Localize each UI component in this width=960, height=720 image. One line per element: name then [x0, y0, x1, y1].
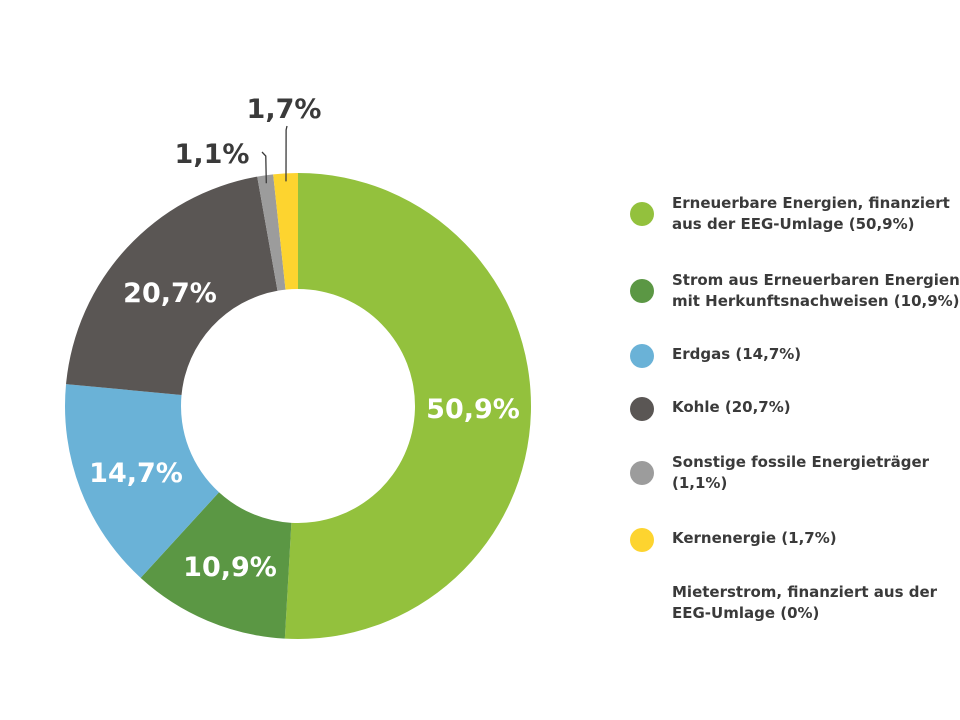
leader-line-5	[261, 151, 267, 184]
slice-value-label-5: 1,1%	[175, 139, 250, 170]
legend-label: Sonstige fossile Energieträger (1,1%)	[672, 453, 930, 492]
legend-swatch	[630, 397, 654, 421]
slice-value-label-1: 50,9%	[426, 394, 520, 425]
legend-swatch	[630, 528, 654, 552]
pie-slice-6	[273, 173, 298, 290]
legend-swatch	[630, 344, 654, 368]
legend-label: Mieterstrom, finanziert aus der EEG-Umla…	[672, 583, 938, 622]
legend-label: Erdgas (14,7%)	[672, 345, 802, 363]
pie-slice-3	[65, 384, 219, 578]
legend-swatch	[630, 279, 654, 303]
legend-label: Erneuerbare Energien, finanziert aus der…	[672, 194, 950, 233]
legend-label: Strom aus Erneuerbaren Energien mit Herk…	[672, 271, 960, 310]
slice-value-label-6: 1,7%	[247, 94, 322, 125]
leader-line-6	[285, 125, 288, 182]
legend-swatch	[630, 461, 654, 485]
pie-slice-4	[66, 176, 278, 395]
slice-value-label-4: 20,7%	[123, 278, 217, 309]
slice-value-label-2: 10,9%	[183, 552, 277, 583]
legend-label: Kohle (20,7%)	[672, 398, 791, 416]
pie-slice-5	[257, 174, 286, 291]
pie-slice-1	[284, 173, 532, 640]
slice-value-label-3: 14,7%	[89, 458, 183, 489]
legend-swatch	[630, 202, 654, 226]
pie-slice-2	[140, 492, 292, 639]
legend-label: Kernenergie (1,7%)	[672, 529, 837, 547]
